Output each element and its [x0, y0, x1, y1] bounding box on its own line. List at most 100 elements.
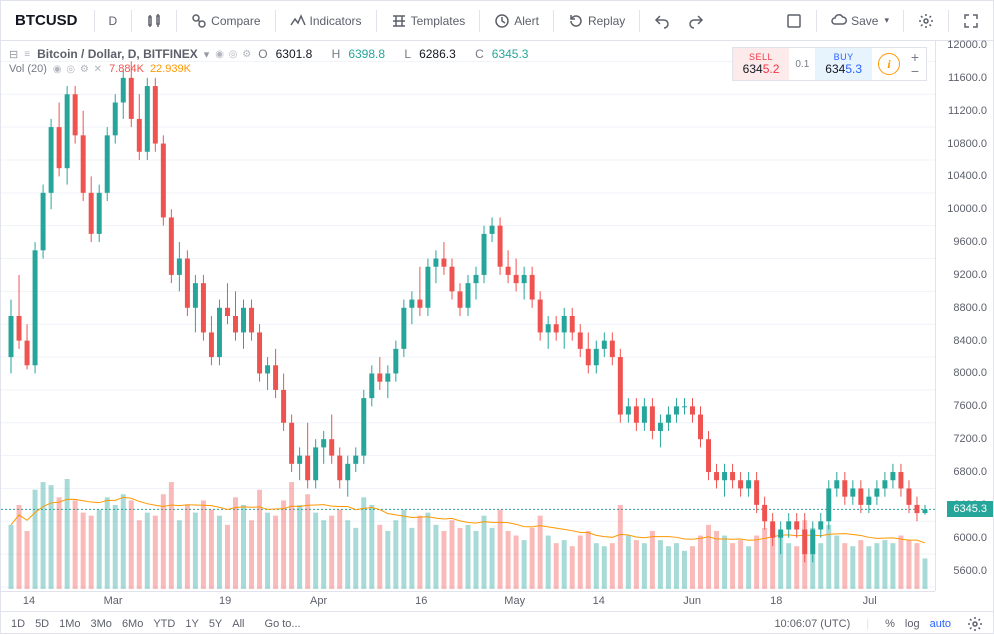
zoom-in-button[interactable]: + [906, 50, 924, 64]
range-all[interactable]: All [232, 618, 244, 630]
divider [376, 10, 377, 32]
divider [948, 10, 949, 32]
auto-button[interactable]: auto [930, 618, 951, 630]
divider [131, 10, 132, 32]
y-tick: 10000.0 [947, 203, 987, 215]
ohlc-readout: O6301.8 H6398.8 L6286.3 C6345.3 [258, 47, 544, 61]
y-tick: 5600.0 [953, 565, 987, 577]
redo-button[interactable] [680, 7, 712, 35]
gear-icon[interactable] [967, 616, 983, 632]
x-tick: 18 [770, 595, 782, 607]
y-tick: 8800.0 [953, 302, 987, 314]
save-button[interactable]: Save▾ [823, 7, 897, 35]
symbol-button[interactable]: BTCUSD [7, 6, 88, 35]
undo-icon [654, 13, 670, 29]
fullscreen-button[interactable] [955, 7, 987, 35]
divider [479, 10, 480, 32]
collapse-icon[interactable]: ⊟ [9, 48, 18, 61]
zoom-out-button[interactable]: − [906, 64, 924, 78]
interval-button[interactable]: D [101, 8, 126, 34]
y-tick: 10800.0 [947, 138, 987, 150]
divider [176, 10, 177, 32]
range-ytd[interactable]: YTD [153, 618, 175, 630]
x-tick: 19 [219, 595, 231, 607]
compare-button[interactable]: Compare [183, 7, 268, 35]
templates-button[interactable]: Templates [383, 7, 474, 35]
bottom-bar: 1D 5D 1Mo 3Mo 6Mo YTD 1Y 5Y All Go to... 10:06:0… [1, 611, 993, 635]
range-5d[interactable]: 5D [35, 618, 49, 630]
divider [903, 10, 904, 32]
x-tick: Mar [104, 595, 123, 607]
grip-icon: ≡ [24, 49, 31, 60]
range-3mo[interactable]: 3Mo [91, 618, 112, 630]
y-tick: 9200.0 [953, 269, 987, 281]
chart-pane[interactable]: ⊟ ≡ Bitcoin / Dollar, D, BITFINEX ▾ ◉ ◎ … [1, 41, 935, 591]
candlestick-chart [1, 41, 935, 591]
divider [553, 10, 554, 32]
redo-icon [688, 13, 704, 29]
x-tick: Jul [863, 595, 877, 607]
cloud-icon [831, 13, 847, 29]
spread-value: 0.1 [789, 59, 815, 70]
legend-controls[interactable]: ◉ ◎ ⚙ [215, 49, 252, 60]
x-tick: May [504, 595, 525, 607]
x-tick: Jun [683, 595, 701, 607]
price-axis[interactable]: 5600.06000.06400.06800.07200.07600.08000… [935, 41, 993, 591]
y-tick: 8000.0 [953, 367, 987, 379]
compare-icon [191, 13, 207, 29]
layout-button[interactable] [778, 7, 810, 35]
replay-button[interactable]: Replay [560, 7, 633, 35]
goto-button[interactable]: Go to... [265, 618, 301, 630]
range-1y[interactable]: 1Y [185, 618, 198, 630]
range-6mo[interactable]: 6Mo [122, 618, 143, 630]
indicators-label: Indicators [310, 14, 362, 28]
layout-icon [786, 13, 802, 29]
gear-icon [918, 13, 934, 29]
info-badge[interactable]: i [878, 53, 900, 75]
templates-icon [391, 13, 407, 29]
range-1d[interactable]: 1D [11, 618, 25, 630]
legend-title: Bitcoin / Dollar, D, BITFINEX [37, 47, 198, 61]
save-label: Save [851, 14, 878, 28]
buy-button[interactable]: BUY 6345.3 [815, 48, 872, 80]
x-tick: 14 [23, 595, 35, 607]
chart-legend: ⊟ ≡ Bitcoin / Dollar, D, BITFINEX ▾ ◉ ◎ … [9, 47, 544, 77]
alert-icon [494, 13, 510, 29]
x-tick: 16 [415, 595, 427, 607]
time-axis[interactable]: 14 Mar 19 Apr 16 May 14 Jun 18 Jul [1, 591, 935, 611]
divider [816, 10, 817, 32]
divider [275, 10, 276, 32]
y-tick: 7600.0 [953, 400, 987, 412]
top-toolbar: BTCUSD D Compare Indicators Templates Al… [1, 1, 993, 41]
y-tick: 7200.0 [953, 433, 987, 445]
indicators-icon [290, 13, 306, 29]
y-tick: 8400.0 [953, 335, 987, 347]
clock: 10:06:07 (UTC) [774, 618, 850, 630]
undo-button[interactable] [646, 7, 678, 35]
chart-main: ⊟ ≡ Bitcoin / Dollar, D, BITFINEX ▾ ◉ ◎ … [1, 41, 993, 591]
settings-button[interactable] [910, 7, 942, 35]
y-tick: 6800.0 [953, 466, 987, 478]
sell-button[interactable]: SELL 6345.2 [733, 48, 790, 80]
vol-controls[interactable]: ◉ ◎ ⚙ ✕ [53, 64, 103, 75]
pct-button[interactable]: % [885, 618, 895, 630]
range-5y[interactable]: 5Y [209, 618, 222, 630]
fullscreen-icon [963, 13, 979, 29]
vol-value-1: 7.884K [109, 63, 144, 75]
divider [94, 10, 95, 32]
y-tick: 9600.0 [953, 236, 987, 248]
candle-style-button[interactable] [138, 7, 170, 35]
vol-value-2: 22.939K [150, 63, 191, 75]
volume-label: Vol (20) [9, 63, 47, 75]
y-tick: 10400.0 [947, 170, 987, 182]
alert-label: Alert [514, 14, 539, 28]
range-1mo[interactable]: 1Mo [59, 618, 80, 630]
last-price-badge: 6345.3 [947, 501, 993, 517]
templates-label: Templates [411, 14, 466, 28]
indicators-button[interactable]: Indicators [282, 7, 370, 35]
x-tick: 14 [593, 595, 605, 607]
x-tick: Apr [310, 595, 327, 607]
log-button[interactable]: log [905, 618, 920, 630]
alert-button[interactable]: Alert [486, 7, 547, 35]
replay-icon [568, 13, 584, 29]
